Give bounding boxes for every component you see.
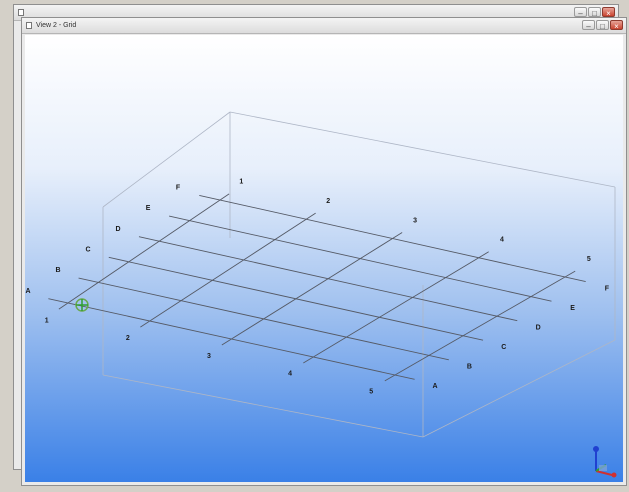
axis-triad-icon[interactable]	[593, 446, 617, 478]
grid-lines	[48, 193, 586, 382]
window-icon	[26, 22, 32, 29]
minimize-button[interactable]: –	[582, 20, 595, 31]
3d-viewport[interactable]: A A B B C C D D E E F F 1 1 2 2 3 3 4 4 5 5	[25, 35, 623, 482]
grid-label-far-1: 1	[239, 178, 243, 185]
grid-label-near-2: 2	[126, 335, 130, 342]
back-maximize-button[interactable]: □	[588, 7, 601, 18]
grid-label-left-C: C	[86, 247, 91, 254]
grid-line-5	[384, 270, 576, 382]
grid-label-left-B: B	[56, 267, 61, 274]
grid-line-3	[221, 232, 403, 346]
grid-label-right-B: B	[467, 363, 472, 370]
grid-line-1	[58, 193, 230, 310]
bounding-box-edge	[102, 111, 231, 208]
grid-label-left-A: A	[25, 288, 30, 295]
grid-label-far-2: 2	[326, 198, 330, 205]
grid-label-far-5: 5	[587, 256, 591, 263]
back-minimize-button[interactable]: –	[574, 7, 587, 18]
grid-label-left-F: F	[176, 184, 181, 191]
grid-line-2	[140, 212, 316, 328]
axis-x-tip	[611, 472, 617, 478]
grid-line-4	[303, 251, 489, 364]
grid-label-near-3: 3	[207, 353, 211, 360]
bounding-box-edge	[102, 374, 424, 438]
grid-label-right-F: F	[605, 285, 610, 292]
maximize-button[interactable]: □	[596, 20, 609, 31]
grid-scene[interactable]: A A B B C C D D E E F F 1 1 2 2 3 3 4 4 5 5	[25, 35, 623, 482]
grid-labels: A A B B C C D D E E F F 1 1 2 2 3 3 4 4 5 5	[25, 178, 609, 395]
grid-label-right-C: C	[501, 344, 506, 351]
axis-x	[595, 470, 613, 476]
grid-label-far-3: 3	[413, 217, 417, 224]
grid-label-near-5: 5	[369, 389, 373, 396]
grid-label-right-D: D	[536, 324, 541, 331]
bounding-box	[102, 111, 616, 438]
grid-label-left-D: D	[116, 226, 121, 233]
axis-z-tip	[593, 446, 599, 452]
window-title: View 2 - Grid	[36, 22, 77, 29]
grid-label-near-1: 1	[45, 317, 49, 324]
back-close-button[interactable]: ×	[602, 7, 615, 18]
grid-label-left-E: E	[146, 205, 151, 212]
window-titlebar[interactable]: View 2 - Grid – □ ×	[22, 18, 626, 34]
grid-view-window[interactable]: View 2 - Grid – □ × A A B B C C D D E E F F 1 1 2 2 3 3 4 4…	[21, 17, 627, 486]
grid-label-right-E: E	[570, 305, 575, 312]
grid-label-near-4: 4	[288, 371, 292, 378]
bounding-box-edge	[422, 339, 616, 438]
axis-plane	[599, 465, 607, 471]
window-icon	[18, 9, 24, 16]
grid-label-far-4: 4	[500, 237, 504, 244]
axis-origin-icon	[75, 298, 89, 312]
bounding-box-edge	[229, 111, 616, 188]
close-button[interactable]: ×	[610, 20, 623, 31]
grid-label-right-A: A	[432, 383, 437, 390]
